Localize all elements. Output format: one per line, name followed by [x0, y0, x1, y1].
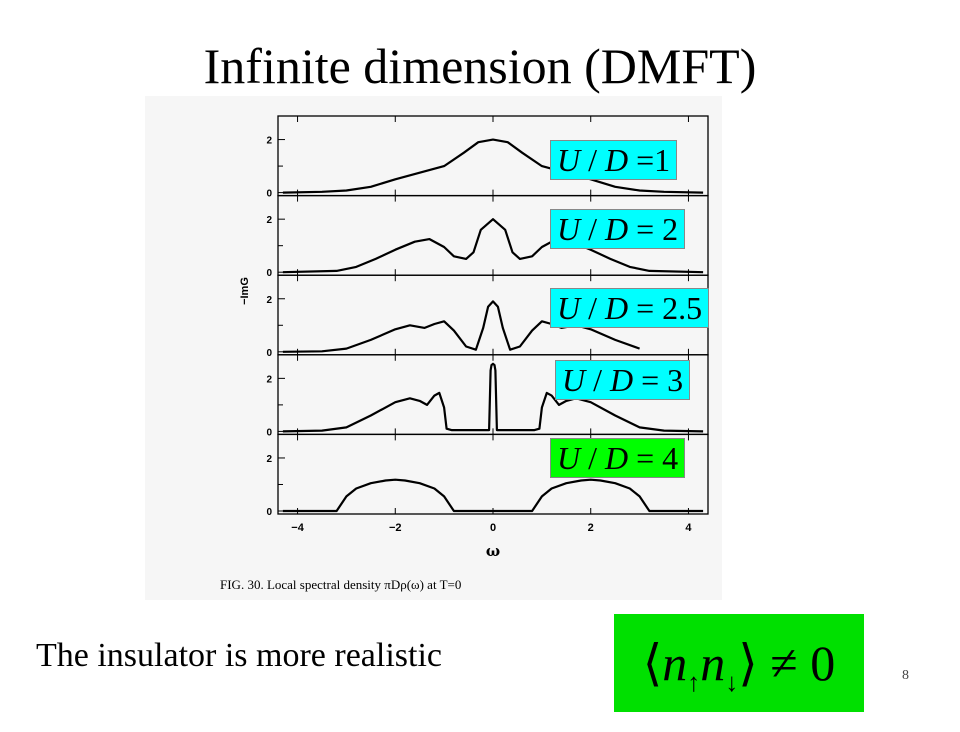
x-tick-label: 0 [490, 522, 496, 534]
double-occupancy-formula: ⟨n↑n↓⟩ ≠ 0 [614, 614, 864, 712]
insulator-statement: The insulator is more realistic [36, 637, 442, 674]
spectral-density-chart: 0 2 0 2 0 2 0 2 0 2 −4 −2 0 2 4 ω −ImG FIG. 30. Local spe… [220, 115, 709, 592]
u-over-d-label-1: U / D =1 [550, 140, 678, 180]
x-tick-label: 4 [685, 522, 692, 534]
spectral-curve [282, 478, 704, 513]
y-tick-label: 0 [266, 268, 272, 279]
slide-number: 8 [902, 668, 909, 683]
spectral-density-figure: 0 2 0 2 0 2 0 2 0 2 −4 −2 0 2 4 ω −ImG FIG. 30. Local spe… [145, 96, 722, 600]
x-tick-label: −4 [291, 522, 304, 534]
y-tick-label: 0 [266, 348, 272, 359]
spectral-curve [282, 218, 704, 274]
figure-caption: FIG. 30. Local spectral density πDρ(ω) a… [220, 577, 461, 592]
y-tick-label: 0 [266, 427, 272, 438]
x-tick-label: 2 [588, 522, 594, 534]
y-tick-label: 2 [266, 295, 272, 306]
u-over-d-label-5: U / D = 4 [550, 438, 686, 478]
y-tick-label: 2 [266, 215, 272, 226]
spectral-curve [282, 138, 704, 194]
y-tick-label: 2 [266, 374, 272, 385]
y-tick-label: 2 [266, 454, 272, 465]
y-tick-label: 0 [266, 507, 272, 518]
u-over-d-label-3: U / D = 2.5 [550, 288, 710, 328]
spectral-curve [282, 362, 704, 433]
slide-title: Infinite dimension (DMFT) [203, 38, 757, 94]
u-over-d-label-2: U / D = 2 [550, 209, 686, 249]
y-tick-label: 2 [266, 136, 272, 147]
u-over-d-label-4: U / D = 3 [555, 360, 691, 400]
y-tick-label: 0 [266, 189, 272, 200]
y-axis-label: −ImG [239, 277, 251, 305]
x-axis-label: ω [486, 542, 500, 560]
x-tick-label: −2 [389, 522, 402, 534]
